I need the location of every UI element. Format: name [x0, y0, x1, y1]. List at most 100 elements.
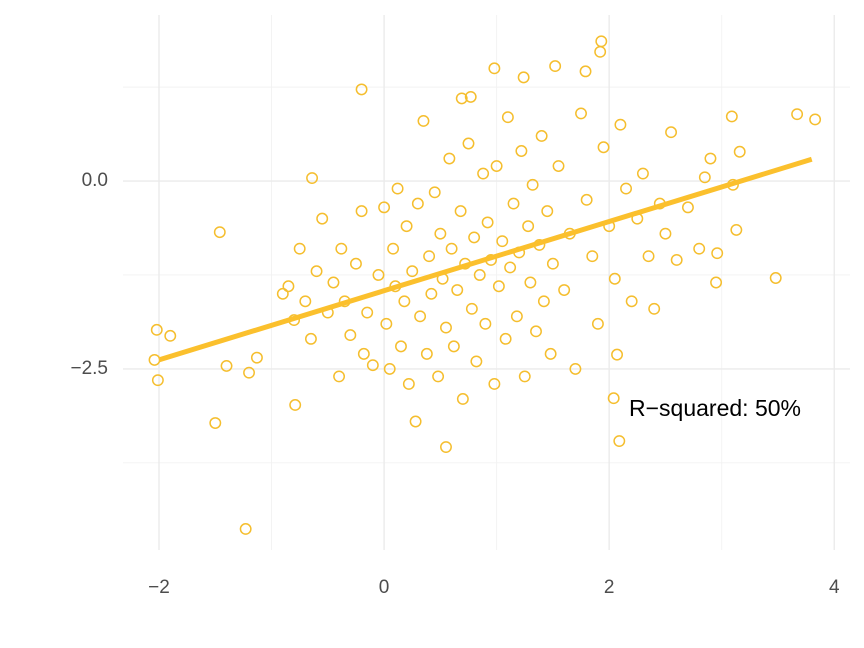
point — [350, 257, 362, 270]
point — [335, 242, 348, 255]
point — [432, 370, 445, 383]
point — [552, 160, 565, 172]
point — [625, 295, 638, 308]
point — [710, 276, 723, 289]
point — [670, 254, 683, 266]
point — [517, 71, 530, 84]
point — [510, 310, 523, 323]
point — [507, 197, 520, 210]
point — [148, 353, 161, 366]
point — [468, 231, 481, 244]
point — [398, 295, 411, 308]
point — [496, 235, 509, 248]
point — [558, 284, 571, 296]
point — [569, 362, 582, 375]
point — [594, 45, 607, 58]
point — [299, 295, 312, 308]
point — [213, 226, 226, 239]
point — [488, 62, 501, 75]
point — [400, 220, 413, 233]
point — [220, 359, 233, 372]
point — [243, 366, 255, 379]
point — [355, 205, 368, 218]
point — [549, 60, 562, 73]
point — [411, 197, 424, 210]
point — [391, 182, 404, 195]
point — [681, 201, 694, 214]
point — [316, 212, 329, 225]
point — [597, 141, 610, 154]
point — [518, 370, 531, 383]
point — [406, 265, 419, 278]
point — [499, 332, 512, 345]
point — [586, 250, 599, 263]
x-tick-label: 2 — [604, 577, 615, 598]
grid: −2 0 2 4 0.0 −2.5 — [70, 15, 850, 598]
point — [522, 220, 535, 233]
point — [395, 340, 407, 353]
point — [465, 302, 478, 315]
point — [440, 321, 452, 334]
point — [383, 362, 396, 375]
point — [366, 359, 379, 372]
point — [591, 317, 604, 330]
point — [504, 261, 517, 274]
point — [451, 284, 464, 296]
point — [293, 242, 306, 255]
point — [470, 355, 483, 368]
point — [490, 160, 503, 172]
point — [769, 272, 782, 284]
point — [725, 110, 738, 123]
point — [611, 348, 623, 361]
point — [282, 280, 295, 293]
point — [614, 118, 627, 131]
point — [372, 269, 385, 281]
point — [704, 152, 717, 165]
point — [659, 227, 672, 240]
point — [791, 108, 804, 121]
point — [809, 113, 822, 126]
point — [250, 351, 263, 364]
point — [420, 347, 433, 360]
point — [151, 374, 164, 387]
point — [730, 223, 743, 236]
point — [477, 167, 490, 180]
point — [150, 323, 163, 336]
point — [454, 205, 467, 218]
point — [488, 377, 501, 390]
point — [456, 393, 469, 405]
point — [276, 287, 289, 300]
point — [613, 435, 626, 447]
point — [447, 340, 460, 353]
point — [417, 114, 430, 127]
point — [310, 265, 323, 278]
point — [481, 216, 494, 229]
point — [344, 329, 357, 342]
point — [428, 186, 441, 199]
point — [501, 111, 514, 124]
point — [445, 242, 458, 255]
point — [546, 257, 559, 270]
marks — [148, 35, 822, 535]
point — [355, 83, 368, 96]
point — [526, 178, 539, 191]
point — [579, 65, 592, 78]
point — [402, 377, 415, 390]
point — [357, 347, 370, 360]
point — [409, 415, 422, 428]
point — [380, 317, 393, 330]
point — [239, 523, 252, 535]
point — [289, 399, 302, 411]
point — [733, 145, 746, 158]
point — [608, 272, 621, 285]
point — [693, 242, 706, 255]
point — [327, 276, 340, 289]
point — [575, 107, 587, 120]
y-tick-label: −2.5 — [70, 358, 108, 379]
point — [665, 126, 678, 139]
point — [455, 92, 468, 105]
point — [537, 295, 550, 308]
y-tick-label: 0.0 — [82, 170, 108, 191]
point — [530, 325, 542, 338]
